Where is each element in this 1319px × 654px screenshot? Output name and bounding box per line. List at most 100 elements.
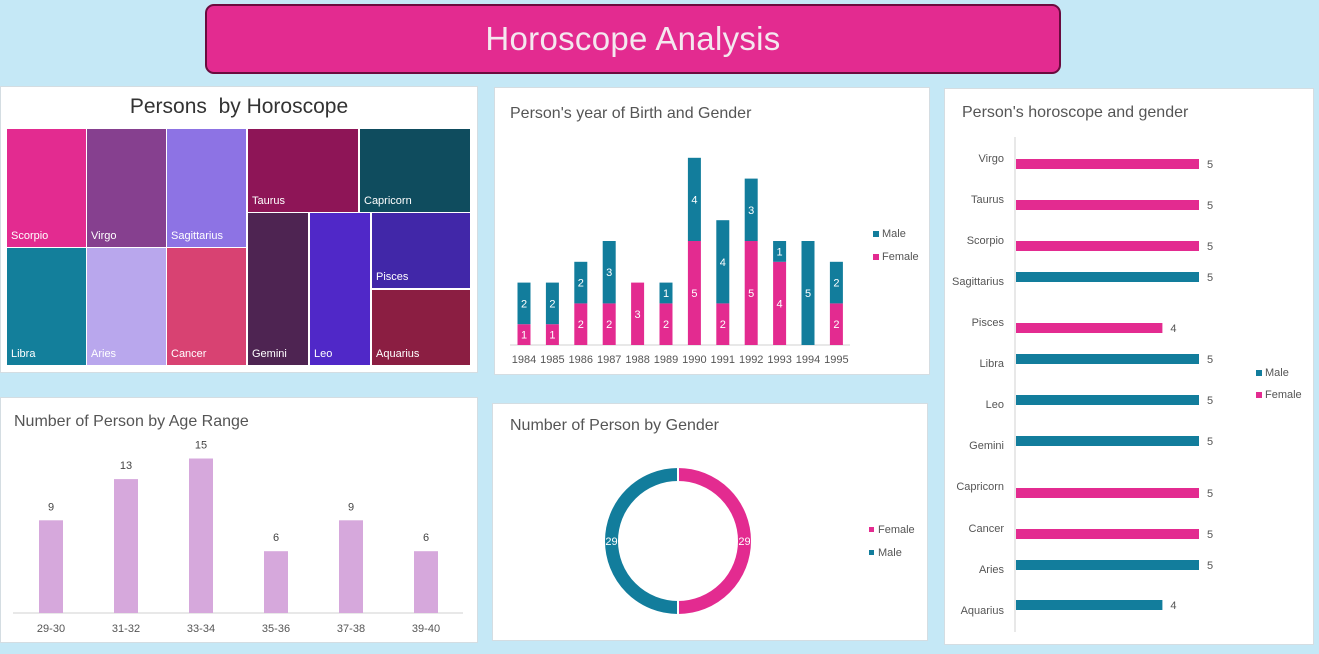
legend-label: Female	[882, 251, 919, 263]
male-bar	[716, 220, 730, 304]
male-bar	[687, 157, 701, 241]
x-tick-label: 1993	[767, 354, 791, 366]
x-tick-label: 31-32	[112, 623, 140, 635]
bar-value-label: 6	[423, 532, 429, 544]
legend-swatch	[1256, 370, 1262, 376]
treemap-tile	[310, 213, 370, 365]
bar-value-label: 5	[1207, 436, 1213, 448]
horoscope-gender-panel: Person's horoscope and gender 5 Virgo 5 Tau…	[944, 88, 1314, 645]
treemap-label: Pisces	[376, 271, 409, 283]
legend-swatch	[1256, 392, 1262, 398]
age-range-panel: Number of Person by Age Range 9 29-30 13 31…	[0, 397, 478, 643]
female-bar-label: 2	[663, 319, 669, 331]
female-bar	[744, 241, 758, 345]
legend-swatch	[873, 254, 879, 260]
male-bar	[602, 241, 616, 304]
treemap-label: Aquarius	[376, 348, 420, 360]
treemap-tile	[87, 129, 166, 247]
y-tick-label: Libra	[980, 358, 1005, 370]
bar-value-label: 5	[1207, 241, 1213, 253]
female-bar	[631, 282, 645, 345]
female-bar-label: 2	[578, 319, 584, 331]
male-bar	[801, 241, 815, 345]
treemap-panel: Persons by Horoscope Scorpio Virgo Sagitta…	[0, 86, 478, 373]
y-tick-label: Pisces	[972, 317, 1005, 329]
treemap-label: Cancer	[171, 348, 207, 360]
horoscope-bar	[1016, 272, 1199, 282]
female-bar-label: 3	[635, 309, 641, 321]
female-bar-label: 2	[833, 319, 839, 331]
x-tick-label: 1987	[597, 354, 621, 366]
female-bar	[545, 324, 559, 345]
age-bar	[414, 551, 438, 613]
x-tick-label: 1984	[512, 354, 536, 366]
female-bar	[574, 303, 588, 345]
treemap-tile	[248, 213, 308, 365]
horoscope-bar	[1016, 395, 1199, 405]
x-tick-label: 39-40	[412, 623, 440, 635]
dashboard-banner: Horoscope Analysis	[205, 4, 1061, 74]
treemap-label: Leo	[314, 348, 332, 360]
female-bar	[773, 261, 787, 345]
treemap-label: Scorpio	[11, 230, 48, 242]
bar-value-label: 15	[195, 440, 207, 452]
x-tick-label: 29-30	[37, 623, 65, 635]
male-bar	[659, 282, 673, 304]
x-tick-label: 35-36	[262, 623, 290, 635]
x-tick-label: 1995	[824, 354, 848, 366]
gender-title: Number of Person by Gender	[510, 417, 719, 434]
bar-value-label: 5	[1207, 272, 1213, 284]
bar-value-label: 9	[48, 501, 54, 513]
male-bar-label: 1	[663, 288, 669, 300]
bar-value-label: 13	[120, 460, 132, 472]
male-bar-label: 4	[691, 194, 697, 206]
female-bar	[602, 303, 616, 345]
male-bar-label: 2	[578, 278, 584, 290]
female-bar-label: 5	[748, 288, 754, 300]
x-tick-label: 1994	[796, 354, 820, 366]
age-range-chart: 9 29-30 13 31-32 15 33-34 6 35-36 9 37-38 6 39-40	[13, 440, 463, 635]
female-bar	[716, 303, 730, 345]
y-tick-label: Gemini	[969, 440, 1004, 452]
female-bar-label: 1	[521, 330, 527, 342]
treemap-label: Libra	[11, 348, 36, 360]
y-tick-label: Sagittarius	[952, 276, 1004, 288]
female-bar-label: 4	[777, 298, 783, 310]
male-bar	[773, 241, 787, 262]
x-tick-label: 1985	[540, 354, 564, 366]
male-bar-label: 3	[748, 205, 754, 217]
slice-label: 29	[605, 536, 617, 548]
female-bar-label: 2	[606, 319, 612, 331]
bar-value-label: 5	[1207, 200, 1213, 212]
horoscope-bar	[1016, 529, 1199, 539]
legend-label: Male	[882, 228, 906, 240]
female-bar	[659, 303, 673, 345]
male-bar	[829, 261, 843, 304]
female-bar	[517, 324, 531, 345]
horoscope-bar	[1016, 436, 1199, 446]
y-tick-label: Scorpio	[967, 235, 1004, 247]
bar-value-label: 5	[1207, 560, 1213, 572]
horoscope-bar	[1016, 560, 1199, 570]
legend-label: Female	[1265, 389, 1302, 401]
age-bar	[264, 551, 288, 613]
female-bar	[829, 303, 843, 345]
legend-label: Female	[878, 524, 915, 536]
female-bar-label: 5	[691, 288, 697, 300]
bar-value-label: 5	[1207, 354, 1213, 366]
bar-value-label: 4	[1170, 600, 1176, 612]
y-tick-label: Capricorn	[956, 481, 1004, 493]
legend-label: Male	[1265, 367, 1289, 379]
male-bar-label: 4	[720, 257, 726, 269]
gender-donut-chart: 29 29 Female Male	[605, 468, 915, 614]
male-bar-label: 2	[521, 298, 527, 310]
age-bar	[189, 458, 213, 613]
legend-swatch	[873, 231, 879, 237]
treemap-label: Aries	[91, 348, 117, 360]
bar-value-label: 5	[1207, 159, 1213, 171]
y-tick-label: Aquarius	[961, 605, 1005, 617]
birth-year-panel: Person's year of Birth and Gender 1 2 1984…	[494, 87, 930, 375]
bar-value-label: 5	[1207, 529, 1213, 541]
treemap-tile	[360, 129, 470, 212]
y-tick-label: Cancer	[969, 523, 1005, 535]
